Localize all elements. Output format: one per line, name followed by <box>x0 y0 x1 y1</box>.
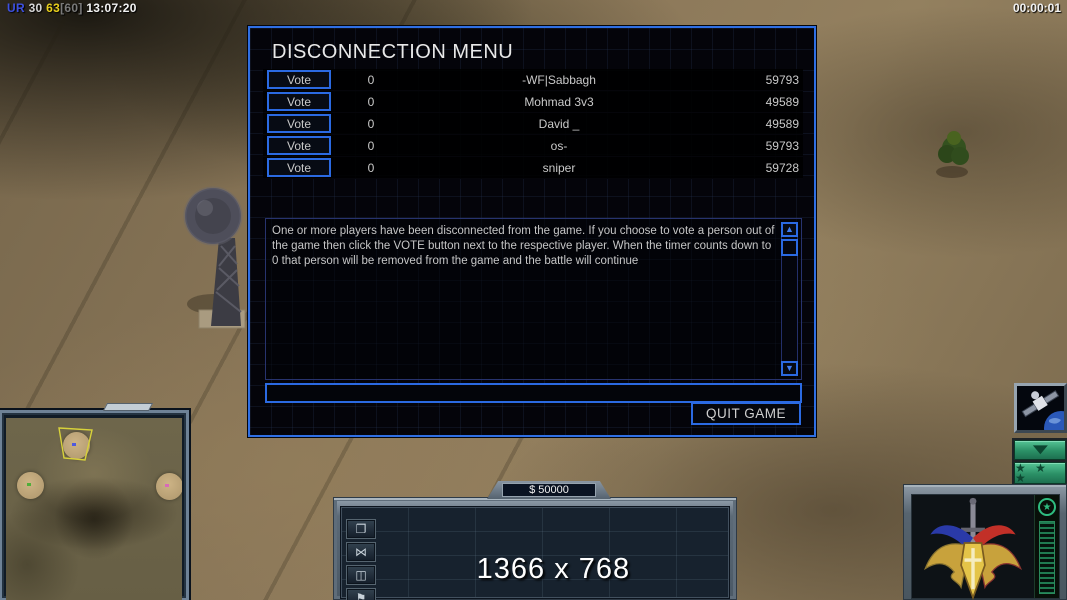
minimap-frame <box>0 403 191 600</box>
table-row: Vote 0 David _ 49589 <box>263 113 803 135</box>
vote-button[interactable]: Vote <box>267 158 331 177</box>
general-star-icon: ★ <box>1038 498 1056 516</box>
player-ping: 59728 <box>765 160 799 175</box>
vote-count: 0 <box>367 94 375 109</box>
minimap-units-green <box>27 483 31 486</box>
dialog-title: DISCONNECTION MENU <box>272 41 514 63</box>
command-bar-buttons: ❐ ⋈ ◫ ⚑ <box>346 519 376 600</box>
vote-table: Vote 0 -WF|Sabbagh 59793 Vote 0 Mohmad 3… <box>263 69 803 179</box>
match-timer: 00:00:01 <box>1012 1 1061 15</box>
rank-stars-button[interactable]: ★ ★ ★ <box>1014 462 1066 484</box>
general-rank-panel: ▼ ★ ★ ★ <box>1012 438 1067 486</box>
camera-frustum <box>58 427 93 461</box>
table-row: Vote 0 sniper 59728 <box>263 157 803 179</box>
player-name: Mohmad 3v3 <box>524 94 594 109</box>
tree <box>936 131 969 178</box>
scroll-down-icon[interactable]: ▼ <box>781 361 798 376</box>
vote-count: 0 <box>367 116 375 131</box>
faction-emblem <box>912 495 1034 600</box>
player-ping: 59793 <box>765 138 799 153</box>
vote-button[interactable]: Vote <box>267 70 331 89</box>
idle-worker-icon[interactable]: ⋈ <box>346 542 376 562</box>
minimap-units-pink <box>165 484 169 487</box>
disconnect-message-box: One or more players have been disconnect… <box>265 218 802 380</box>
disconnect-message: One or more players have been disconnect… <box>272 225 775 267</box>
chat-input[interactable] <box>265 383 802 403</box>
money-tab: $ 50000 <box>487 481 611 499</box>
player-ping: 59793 <box>765 72 799 87</box>
minimap[interactable] <box>6 418 182 600</box>
satellite-icon <box>1017 386 1067 445</box>
player-name: os- <box>550 138 568 153</box>
player-name: sniper <box>542 160 576 175</box>
stat-c: [60] <box>60 1 83 15</box>
money-display: $ 50000 <box>502 483 596 497</box>
vote-button[interactable]: Vote <box>267 136 331 155</box>
command-bar: $ 50000 ❐ ⋈ ◫ ⚑ 1366 x 768 <box>333 481 737 600</box>
chevron-down-icon: ▼ <box>1027 441 1053 458</box>
minimap-base-north <box>63 432 90 459</box>
team-tag: UR <box>7 1 25 15</box>
scrollbar-thumb[interactable] <box>781 239 798 256</box>
pause-icon[interactable]: ◫ <box>346 565 376 585</box>
radar-tower[interactable] <box>183 186 249 334</box>
resolution-overlay: 1366 x 768 <box>476 553 631 585</box>
vote-count: 0 <box>367 72 375 87</box>
player-name: -WF|Sabbagh <box>522 72 596 87</box>
scroll-up-icon[interactable]: ▲ <box>781 222 798 237</box>
rank-strip: ★ <box>1034 495 1059 598</box>
rank-expand-button[interactable]: ▼ <box>1014 440 1066 460</box>
beacon-flag-icon[interactable]: ⚑ <box>346 588 376 600</box>
player-name: David _ <box>538 116 580 131</box>
table-row: Vote 0 Mohmad 3v3 49589 <box>263 91 803 113</box>
minimap-units-blue <box>72 443 76 446</box>
vote-button[interactable]: Vote <box>267 114 331 133</box>
table-row: Vote 0 -WF|Sabbagh 59793 <box>263 69 803 91</box>
table-row: Vote 0 os- 59793 <box>263 135 803 157</box>
player-ping: 49589 <box>765 116 799 131</box>
satellite-view-button[interactable] <box>1014 383 1067 445</box>
portrait-panel: ★ <box>903 484 1067 600</box>
player-ping: 49589 <box>765 94 799 109</box>
minimap-tab <box>102 403 154 411</box>
vote-count: 0 <box>367 138 375 153</box>
message-scrollbar[interactable]: ▲ ▼ <box>781 222 798 376</box>
vote-button[interactable]: Vote <box>267 92 331 111</box>
minimap-base-east <box>156 473 182 500</box>
three-stars-icon: ★ ★ ★ <box>1015 461 1049 485</box>
quit-game-button[interactable]: QUIT GAME <box>691 402 801 425</box>
system-clock: 13:07:20 <box>86 1 137 15</box>
network-status: UR 30 63[60] 13:07:20 <box>7 1 137 15</box>
vote-count: 0 <box>367 160 375 175</box>
portrait-inner: ★ <box>911 494 1060 600</box>
stat-a: 30 <box>28 1 43 15</box>
experience-ladder <box>1039 521 1055 594</box>
cascade-windows-icon[interactable]: ❐ <box>346 519 376 539</box>
stat-b: 63 <box>46 1 61 15</box>
disconnection-menu-dialog: DISCONNECTION MENU Vote 0 -WF|Sabbagh 59… <box>248 26 816 437</box>
command-bar-panel: ❐ ⋈ ◫ ⚑ 1366 x 768 <box>340 506 730 600</box>
